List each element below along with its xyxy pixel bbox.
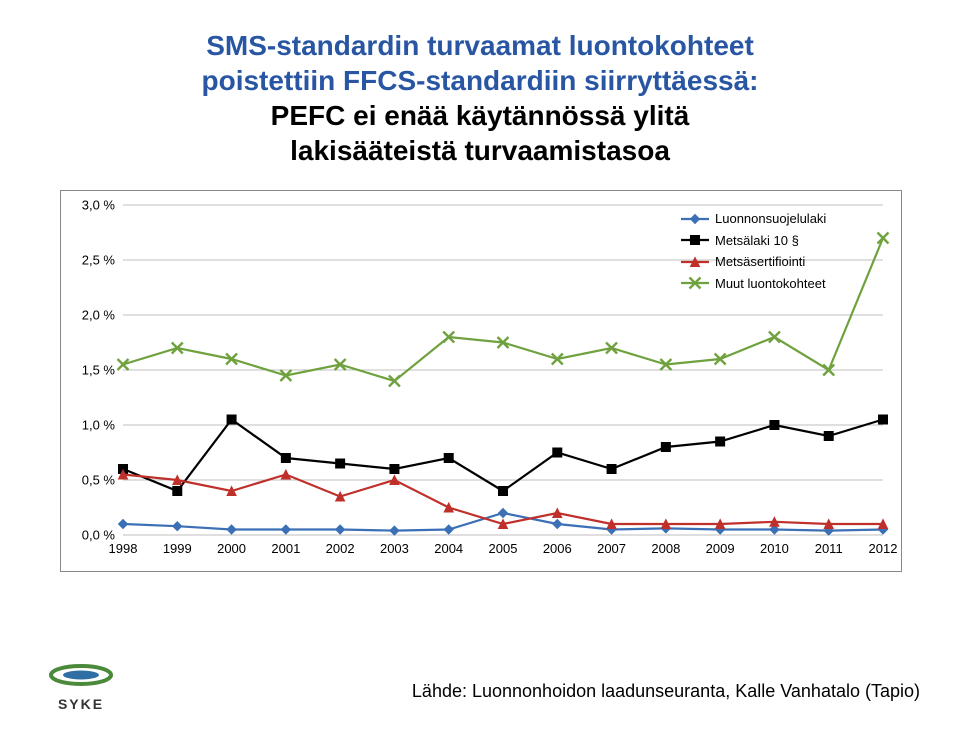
title-line-1: SMS-standardin turvaamat luontokohteet bbox=[0, 28, 960, 63]
legend-item: Metsälaki 10 § bbox=[681, 231, 826, 251]
legend-swatch-icon bbox=[681, 276, 709, 290]
x-tick-label: 2005 bbox=[489, 541, 518, 556]
y-tick-label: 3,0 % bbox=[67, 198, 115, 213]
legend-swatch-icon bbox=[681, 212, 709, 226]
y-tick-label: 0,5 % bbox=[67, 473, 115, 488]
title-line-4: lakisääteistä turvaamistasoa bbox=[0, 133, 960, 168]
legend-item: Muut luontokohteet bbox=[681, 274, 826, 294]
x-tick-label: 2008 bbox=[651, 541, 680, 556]
slide: SMS-standardin turvaamat luontokohteet p… bbox=[0, 0, 960, 732]
x-tick-label: 2001 bbox=[271, 541, 300, 556]
y-tick-label: 2,0 % bbox=[67, 308, 115, 323]
legend-swatch-icon bbox=[681, 233, 709, 247]
x-tick-label: 2003 bbox=[380, 541, 409, 556]
title-line-3: PEFC ei enää käytännössä ylitä bbox=[0, 98, 960, 133]
title-line-2: poistettiin FFCS-standardiin siirryttäes… bbox=[0, 63, 960, 98]
x-tick-label: 2010 bbox=[760, 541, 789, 556]
y-tick-label: 1,5 % bbox=[67, 363, 115, 378]
source-text: Lähde: Luonnonhoidon laadunseuranta, Kal… bbox=[0, 681, 920, 702]
x-tick-label: 2007 bbox=[597, 541, 626, 556]
chart-area: 0,0 %0,5 %1,0 %1,5 %2,0 %2,5 %3,0 %19981… bbox=[60, 190, 902, 572]
x-tick-label: 2004 bbox=[434, 541, 463, 556]
x-tick-label: 2012 bbox=[869, 541, 898, 556]
legend-label: Luonnonsuojelulaki bbox=[715, 209, 826, 229]
x-tick-label: 1999 bbox=[163, 541, 192, 556]
legend: LuonnonsuojelulakiMetsälaki 10 §Metsäser… bbox=[681, 209, 826, 295]
logo-text: SYKE bbox=[36, 696, 126, 712]
legend-label: Metsäsertifiointi bbox=[715, 252, 805, 272]
legend-item: Luonnonsuojelulaki bbox=[681, 209, 826, 229]
x-tick-label: 2002 bbox=[326, 541, 355, 556]
y-tick-label: 1,0 % bbox=[67, 418, 115, 433]
x-tick-label: 2009 bbox=[706, 541, 735, 556]
x-tick-label: 2006 bbox=[543, 541, 572, 556]
x-tick-label: 1998 bbox=[109, 541, 138, 556]
y-tick-label: 2,5 % bbox=[67, 253, 115, 268]
logo: SYKE bbox=[36, 661, 126, 712]
logo-icon bbox=[36, 661, 126, 689]
title-block: SMS-standardin turvaamat luontokohteet p… bbox=[0, 0, 960, 168]
legend-item: Metsäsertifiointi bbox=[681, 252, 826, 272]
legend-label: Metsälaki 10 § bbox=[715, 231, 799, 251]
x-tick-label: 2000 bbox=[217, 541, 246, 556]
legend-label: Muut luontokohteet bbox=[715, 274, 826, 294]
legend-swatch-icon bbox=[681, 255, 709, 269]
x-tick-label: 2011 bbox=[815, 541, 843, 556]
